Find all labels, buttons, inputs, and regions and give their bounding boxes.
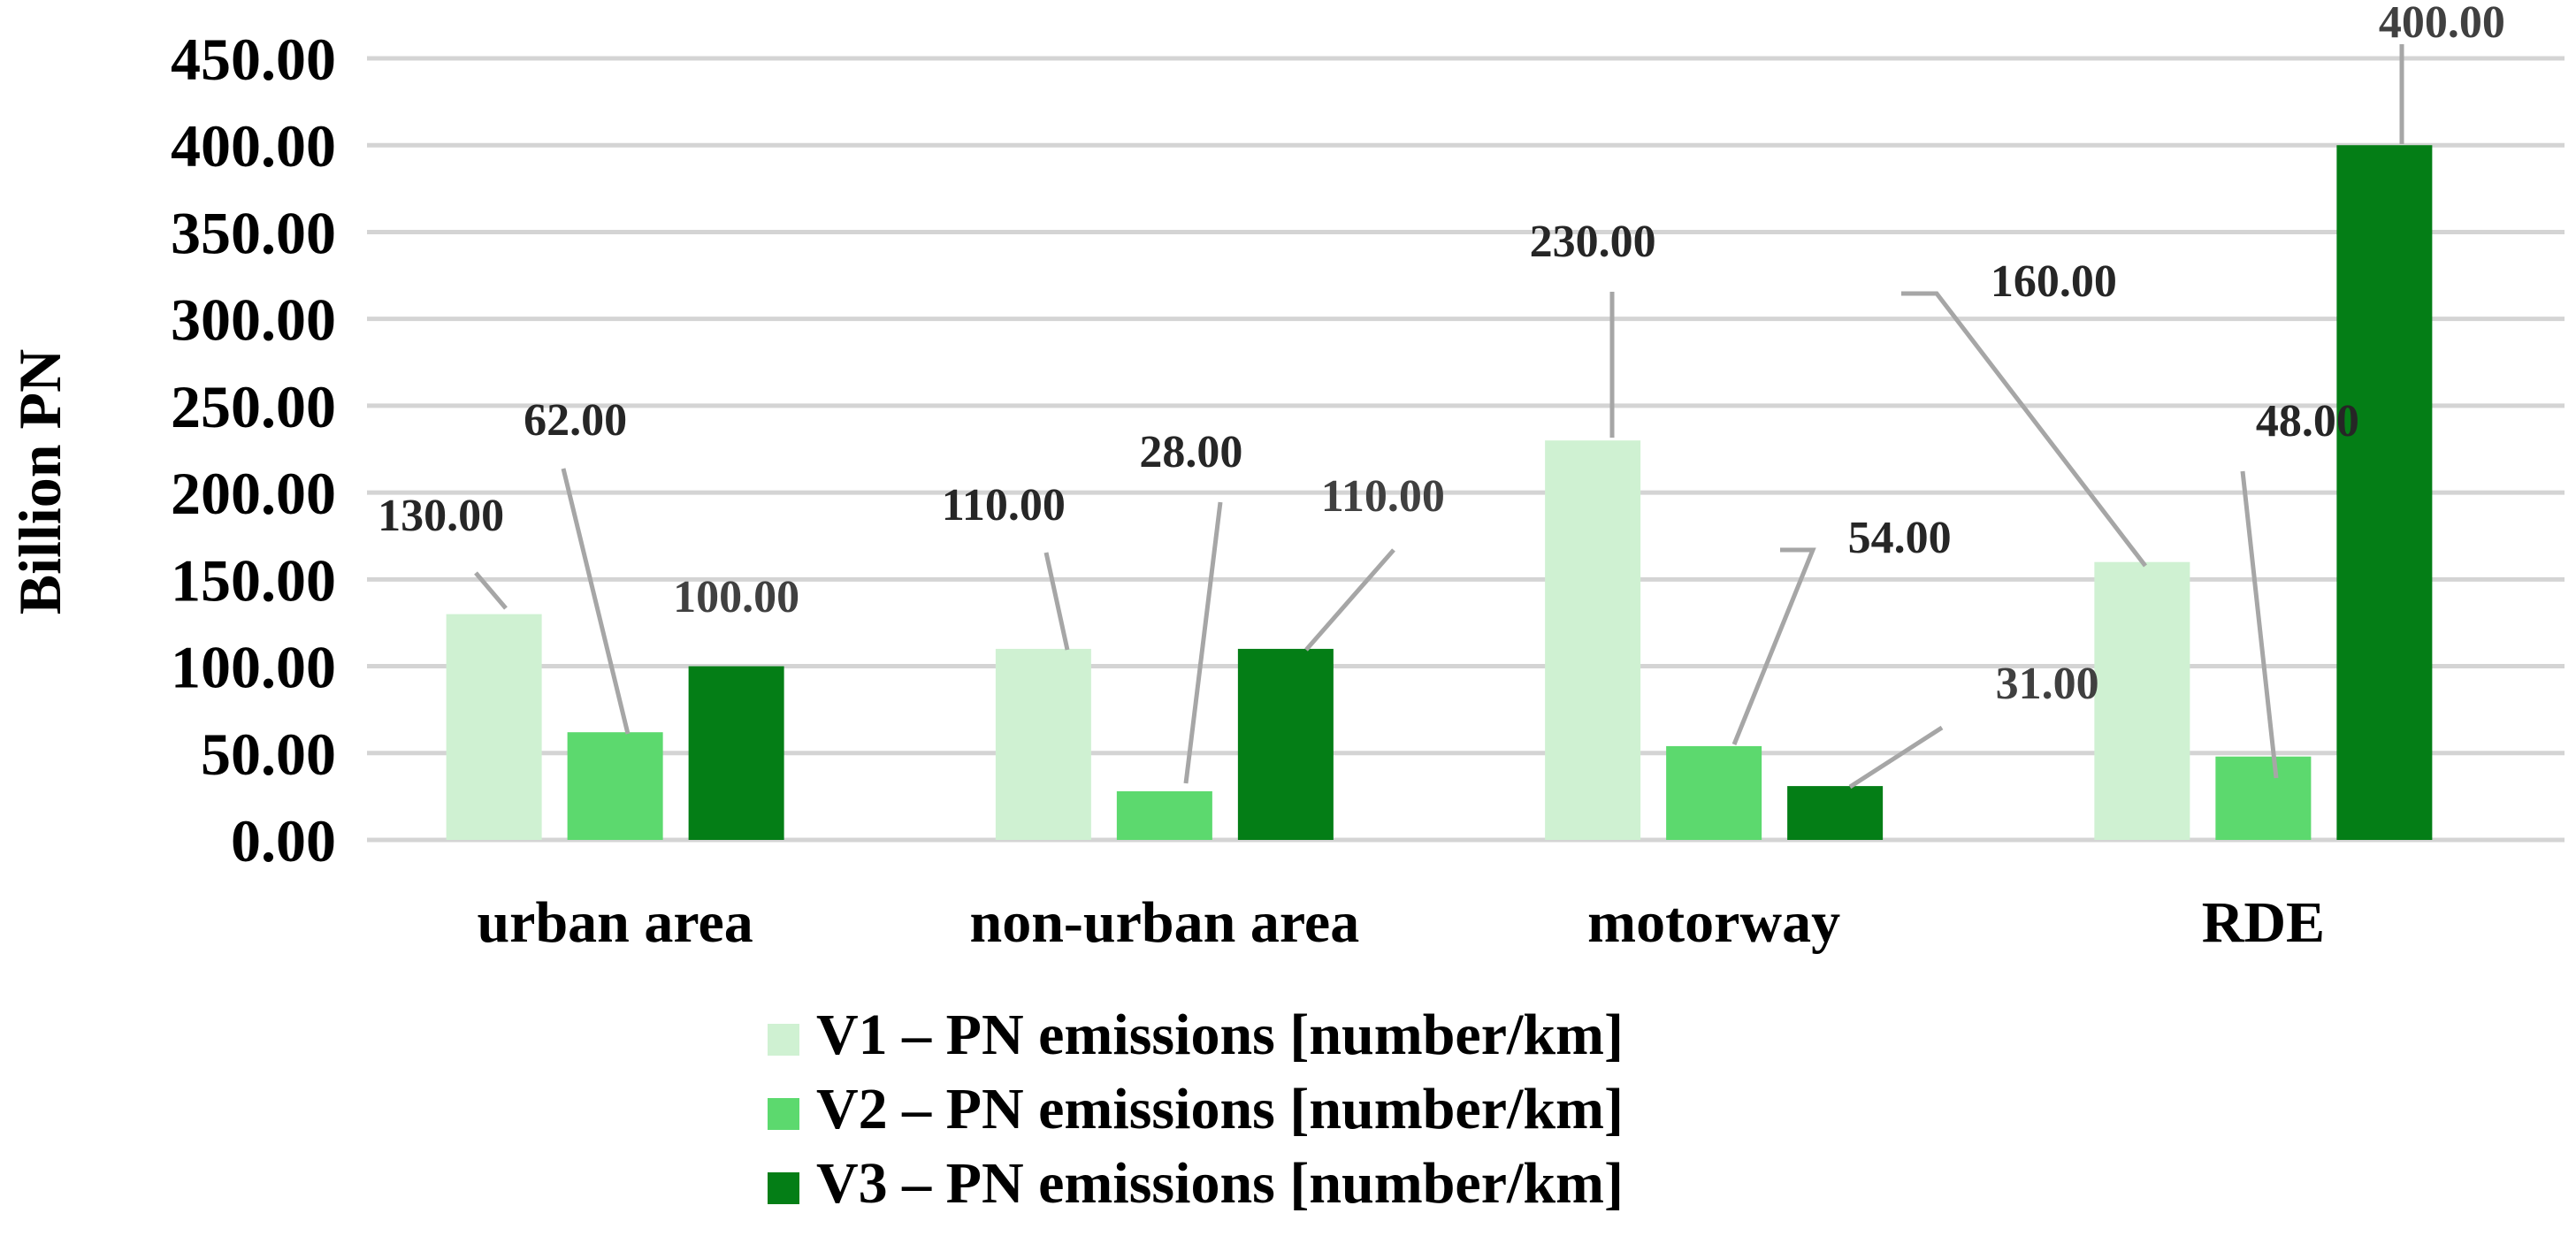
y-tick-label: 0.00 [231,807,336,874]
y-tick-label: 250.00 [171,373,336,440]
x-axis-categories: urban area non-urban area motorway RDE [477,890,2325,955]
bar [688,666,784,840]
leader-line [1043,552,1070,651]
bar [1666,745,1762,840]
data-label: 110.00 [942,480,1066,530]
y-tick-label: 450.00 [171,26,336,93]
bar [2215,756,2312,840]
y-tick-label: 100.00 [171,634,336,701]
bar [1787,786,1884,840]
bar [995,648,1091,840]
leader-line [1848,725,1944,790]
y-axis-ticks: 0.00 50.00 100.00 150.00 200.00 250.00 300.00 3… [171,26,336,874]
legend-swatch [768,1024,799,1056]
x-category-label: RDE [2202,890,2325,955]
legend-entry: V1 – PN emissions [number/km] [816,1003,1624,1067]
x-category-label: motorway [1587,890,1840,955]
y-axis-label: Billion PN [6,349,73,614]
y-tick-label: 150.00 [171,546,336,614]
data-label: 230.00 [1530,217,1656,267]
legend-entry: V3 – PN emissions [number/km] [816,1151,1624,1216]
legend-swatch [768,1172,799,1204]
y-tick-label: 350.00 [171,199,336,266]
leader-line [1304,548,1395,652]
y-tick-label: 200.00 [171,460,336,527]
data-label: 48.00 [2256,396,2359,446]
bar [2094,561,2190,840]
data-labels: 130.00 62.00 100.00 110.00 28.00 110.00 230.00… [378,0,2505,709]
bar [1237,648,1334,840]
bar [1545,440,1641,840]
data-label: 28.00 [1139,427,1242,477]
data-label: 100.00 [673,572,799,622]
bar [567,732,663,840]
y-tick-label: 50.00 [201,721,336,788]
y-tick-label: 400.00 [171,112,336,179]
data-label: 110.00 [1321,471,1445,522]
data-label: 31.00 [1996,659,2099,709]
leader-line [1901,291,2147,568]
leader-line [2240,470,2279,779]
data-label: 400.00 [2379,0,2505,48]
legend-swatch [768,1098,799,1130]
data-label-leaders [474,44,2404,790]
data-label: 130.00 [378,491,504,541]
legend: V1 – PN emissions [number/km] V2 – PN emi… [768,1003,1624,1216]
bar [1116,790,1212,840]
data-label: 54.00 [1848,513,1952,563]
leader-line [1731,547,1816,745]
x-category-label: urban area [477,890,753,955]
data-label: 160.00 [1991,256,2117,307]
y-tick-label: 300.00 [171,286,336,354]
bar [446,614,542,840]
legend-entry: V2 – PN emissions [number/km] [816,1077,1624,1141]
x-category-label: non-urban area [970,890,1360,955]
leader-line [561,468,631,735]
bars [446,145,2433,840]
leader-line [474,571,508,610]
leader-line [1183,501,1223,784]
data-label: 62.00 [524,395,627,446]
bar [2336,145,2433,840]
